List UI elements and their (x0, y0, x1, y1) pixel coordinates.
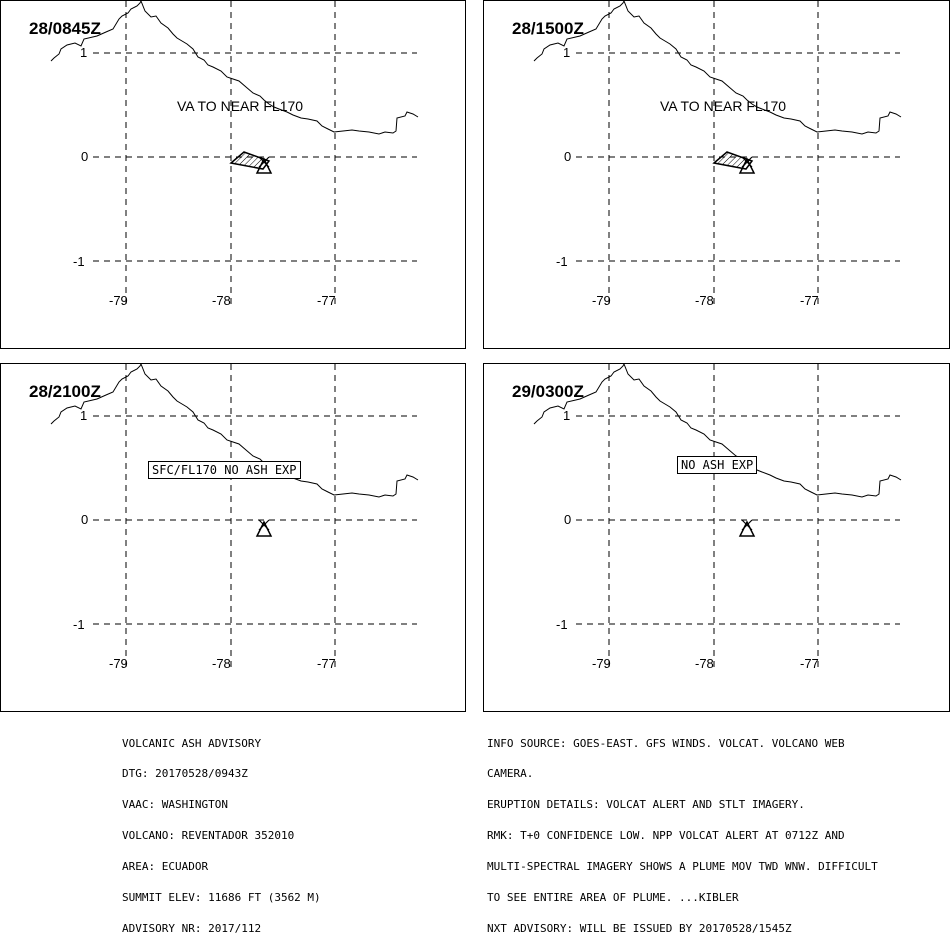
lon-tick-minus78: -78 (695, 293, 714, 308)
panel-time-label: 28/0845Z (29, 19, 101, 38)
panel-time-label: 29/0300Z (512, 382, 584, 401)
map-graphic (533, 1, 902, 304)
forecast-panel-3: 28/2100Z SFC/FL170 NO ASH EXP 1 0 -1 -79… (0, 363, 466, 712)
lat-tick-minus1: -1 (73, 617, 85, 632)
advisory-line: CAMERA. (487, 767, 534, 781)
volcano-icon (738, 520, 756, 537)
border-line (50, 364, 419, 498)
advisory-line: ERUPTION DETAILS: VOLCAT ALERT AND STLT … (487, 798, 805, 812)
volcano-icon (255, 520, 273, 537)
lon-tick-minus77: -77 (800, 293, 819, 308)
ash-height-label: VA TO NEAR FL170 (660, 98, 787, 114)
ash-height-label: VA TO NEAR FL170 (177, 98, 304, 114)
advisory-line: RMK: T+0 CONFIDENCE LOW. NPP VOLCAT ALER… (487, 829, 845, 843)
forecast-panel-2: 28/1500Z VA TO NEAR FL170 1 0 -1 -79 -78… (483, 0, 950, 349)
advisory-line: DTG: 20170528/0943Z (122, 767, 248, 781)
border-line (50, 1, 419, 135)
advisory-line: MULTI-SPECTRAL IMAGERY SHOWS A PLUME MOV… (487, 860, 878, 874)
advisory-line: INFO SOURCE: GOES-EAST. GFS WINDS. VOLCA… (487, 736, 845, 750)
advisory-line: SUMMIT ELEV: 11686 FT (3562 M) (122, 891, 321, 905)
advisory-line: TO SEE ENTIRE AREA OF PLUME. ...KIBLER (487, 891, 739, 905)
advisory-line: ADVISORY NR: 2017/112 (122, 921, 262, 935)
volcano-marker-icon (741, 519, 753, 531)
lon-tick-minus77: -77 (317, 656, 336, 671)
ash-plume-area (712, 151, 754, 170)
lat-tick-1: 1 (80, 408, 88, 423)
ash-plume-area (229, 151, 271, 170)
lat-tick-0: 0 (564, 512, 572, 527)
advisory-remarks-block: INFO SOURCE: GOES-EAST. GFS WINDS. VOLCA… (487, 718, 878, 945)
lat-tick-0: 0 (564, 149, 572, 164)
lon-tick-minus78: -78 (695, 656, 714, 671)
lon-tick-minus79: -79 (592, 656, 611, 671)
border-line (533, 364, 902, 498)
lon-tick-minus78: -78 (212, 293, 231, 308)
lat-tick-0: 0 (81, 149, 89, 164)
advisory-line: VAAC: WASHINGTON (122, 798, 228, 812)
volcano-marker-icon (258, 519, 270, 531)
panel-time-label: 28/2100Z (29, 382, 101, 401)
map-graphic (50, 364, 419, 667)
forecast-panel-4: 29/0300Z NO ASH EXP 1 0 -1 -79 -78 -77 (483, 363, 950, 712)
lon-tick-minus79: -79 (592, 293, 611, 308)
advisory-line: VOLCANIC ASH ADVISORY (122, 736, 262, 750)
forecast-panel-1: 28/0845Z VA TO NEAR FL170 1 0 -1 -79 -78… (0, 0, 466, 349)
advisory-line: AREA: ECUADOR (122, 860, 209, 874)
lon-tick-minus79: -79 (109, 656, 128, 671)
map-graphic (533, 364, 902, 667)
ash-height-label: SFC/FL170 NO ASH EXP (148, 461, 301, 479)
advisory-line: VOLCANO: REVENTADOR 352010 (122, 829, 295, 843)
lat-tick-minus1: -1 (556, 617, 568, 632)
lat-tick-1: 1 (563, 408, 571, 423)
lat-tick-0: 0 (81, 512, 89, 527)
lat-tick-1: 1 (563, 45, 571, 60)
advisory-line: NXT ADVISORY: WILL BE ISSUED BY 20170528… (487, 921, 792, 935)
lon-tick-minus78: -78 (212, 656, 231, 671)
lon-tick-minus79: -79 (109, 293, 128, 308)
border-line (533, 1, 902, 135)
lat-tick-minus1: -1 (73, 254, 85, 269)
lon-tick-minus77: -77 (800, 656, 819, 671)
advisory-header-block: VOLCANIC ASH ADVISORY DTG: 20170528/0943… (122, 718, 321, 945)
map-graphic (50, 1, 419, 304)
lat-tick-1: 1 (80, 45, 88, 60)
ash-height-label: NO ASH EXP (677, 456, 758, 474)
lon-tick-minus77: -77 (317, 293, 336, 308)
lat-tick-minus1: -1 (556, 254, 568, 269)
panel-time-label: 28/1500Z (512, 19, 584, 38)
